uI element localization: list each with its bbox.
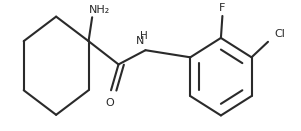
Text: Cl: Cl	[274, 29, 285, 39]
Text: O: O	[105, 98, 114, 108]
Text: H: H	[140, 31, 148, 41]
Text: NH₂: NH₂	[89, 5, 110, 15]
Text: N: N	[136, 36, 144, 46]
Text: F: F	[219, 3, 225, 13]
